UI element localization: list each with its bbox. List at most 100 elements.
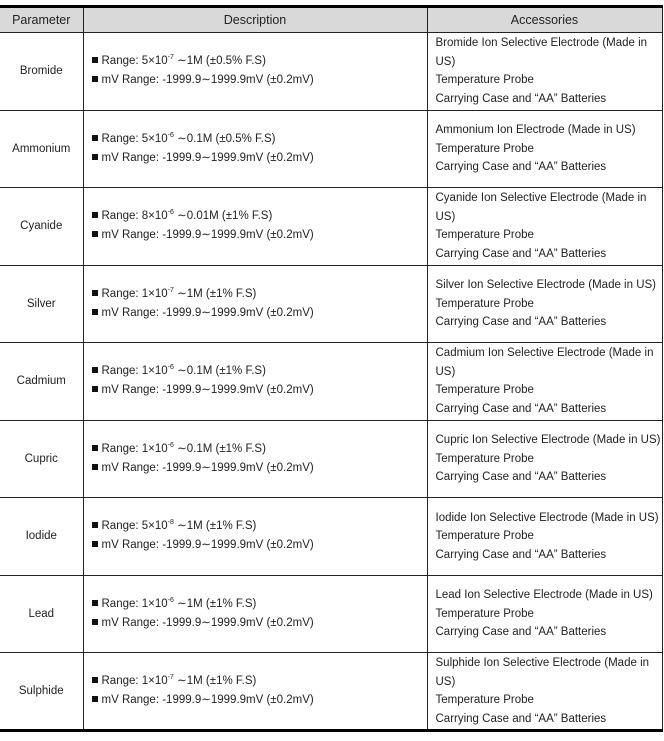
- parameter-cell: Bromide: [0, 32, 84, 111]
- table-row: Sulphide Range: 1×10-7 ∼1M (±1% F.S) mV …: [0, 652, 663, 732]
- bullet-icon: [91, 308, 98, 315]
- accessory-item: Cyanide Ion Selective Electrode (Made in…: [435, 192, 647, 223]
- accessory-item: Carrying Case and “AA” Batteries: [435, 548, 607, 561]
- range-line: Range: 5×10-8 ∼1M (±1% F.S): [91, 517, 426, 536]
- range-text: Range: 5×10: [101, 55, 168, 68]
- accessory-item: Carrying Case and “AA” Batteries: [435, 247, 607, 260]
- table-row: Cyanide Range: 8×10-6 ∼0.01M (±1% F.S) m…: [0, 187, 663, 266]
- range-line: Range: 1×10-6 ∼1M (±1% F.S): [91, 595, 426, 614]
- accessory-item: Temperature Probe: [435, 142, 534, 155]
- bullet-icon: [91, 677, 98, 683]
- mv-range-text: mV Range: -1999.9∼1999.9mV (±0.2mV): [101, 306, 314, 319]
- bullet-icon: [91, 153, 98, 160]
- accessory-item: Temperature Probe: [435, 607, 534, 620]
- mv-range-text: mV Range: -1999.9∼1999.9mV (±0.2mV): [101, 539, 314, 552]
- table-row: Bromide Range: 5×10-7 ∼1M (±0.5% F.S) mV…: [0, 32, 663, 111]
- range-text: Range: 5×10: [101, 132, 168, 145]
- accessory-item: Temperature Probe: [435, 384, 534, 397]
- accessory-item: Bromide Ion Selective Electrode (Made in…: [435, 37, 648, 68]
- parameter-cell: Silver: [0, 264, 84, 343]
- bullet-icon: [91, 444, 98, 451]
- range-text: Range: 1×10: [101, 442, 168, 455]
- accessories-cell: Silver Ion Selective Electrode (Made in …: [426, 264, 663, 343]
- header-description: Description: [82, 5, 428, 33]
- description-cell: Range: 1×10-6 ∼0.1M (±1% F.S) mV Range: …: [82, 419, 428, 498]
- range-text-end: ∼0.1M (±1% F.S): [173, 442, 266, 455]
- parameter-cell: Cupric: [0, 419, 84, 498]
- accessory-item: Carrying Case and “AA” Batteries: [435, 161, 607, 173]
- table-row: Cadmium Range: 1×10-6 ∼0.1M (±1% F.S) mV…: [0, 342, 663, 421]
- range-line: Range: 1×10-6 ∼0.1M (±1% F.S): [91, 440, 426, 459]
- bullet-icon: [91, 599, 98, 606]
- mv-range-text: mV Range: -1999.9∼1999.9mV (±0.2mV): [101, 151, 314, 164]
- accessory-item: Temperature Probe: [435, 229, 534, 242]
- mv-range-line: mV Range: -1999.9∼1999.9mV (±0.2mV): [91, 536, 426, 555]
- accessories-cell: Cadmium Ion Selective Electrode (Made in…: [426, 342, 663, 421]
- table-row: Silver Range: 1×10-7 ∼1M (±1% F.S) mV Ra…: [0, 264, 663, 343]
- mv-range-line: mV Range: -1999.9∼1999.9mV (±0.2mV): [91, 691, 426, 710]
- accessory-item: Silver Ion Selective Electrode (Made in …: [435, 279, 657, 291]
- accessory-item: Iodide Ion Selective Electrode (Made in …: [435, 511, 659, 524]
- accessory-item: Cadmium Ion Selective Electrode (Made in…: [435, 347, 654, 378]
- range-text-end: ∼1M (±1% F.S): [173, 520, 257, 533]
- bullet-icon: [91, 541, 98, 548]
- range-exponent: -7: [167, 54, 174, 62]
- range-text: Range: 1×10: [101, 287, 168, 300]
- accessories-cell: Iodide Ion Selective Electrode (Made in …: [426, 497, 663, 576]
- range-line: Range: 1×10-7 ∼1M (±1% F.S): [91, 672, 426, 691]
- accessory-item: Sulphide Ion Selective Electrode (Made i…: [435, 657, 650, 688]
- mv-range-text: mV Range: -1999.9∼1999.9mV (±0.2mV): [101, 694, 314, 706]
- range-line: Range: 8×10-6 ∼0.01M (±1% F.S): [91, 207, 426, 226]
- header-row: Parameter Description Accessories: [0, 5, 663, 33]
- range-text-end: ∼1M (±1% F.S): [173, 675, 257, 687]
- bullet-icon: [91, 76, 98, 83]
- accessories-cell: Cupric Ion Selective Electrode (Made in …: [426, 419, 663, 498]
- accessory-item: Temperature Probe: [435, 297, 534, 310]
- mv-range-text: mV Range: -1999.9∼1999.9mV (±0.2mV): [101, 74, 314, 87]
- parameter-cell: Lead: [0, 574, 84, 653]
- range-line: Range: 1×10-6 ∼0.1M (±1% F.S): [91, 362, 426, 381]
- bullet-icon: [91, 386, 98, 393]
- mv-range-line: mV Range: -1999.9∼1999.9mV (±0.2mV): [91, 304, 426, 323]
- range-text: Range: 5×10: [101, 520, 168, 533]
- mv-range-text: mV Range: -1999.9∼1999.9mV (±0.2mV): [101, 384, 314, 397]
- header-accessories: Accessories: [426, 5, 663, 33]
- description-cell: Range: 5×10-6 ∼0.1M (±0.5% F.S) mV Range…: [82, 109, 428, 188]
- accessory-item: Carrying Case and “AA” Batteries: [435, 712, 607, 725]
- range-text: Range: 1×10: [101, 365, 168, 378]
- table-row: Iodide Range: 5×10-8 ∼1M (±1% F.S) mV Ra…: [0, 497, 663, 576]
- description-cell: Range: 5×10-8 ∼1M (±1% F.S) mV Range: -1…: [82, 497, 428, 576]
- accessory-item: Carrying Case and “AA” Batteries: [435, 316, 607, 328]
- bullet-icon: [91, 134, 98, 141]
- range-line: Range: 5×10-7 ∼1M (±0.5% F.S): [91, 52, 426, 71]
- mv-range-line: mV Range: -1999.9∼1999.9mV (±0.2mV): [91, 226, 426, 245]
- bullet-icon: [91, 57, 98, 64]
- mv-range-text: mV Range: -1999.9∼1999.9mV (±0.2mV): [101, 229, 314, 242]
- accessory-item: Temperature Probe: [435, 452, 534, 465]
- mv-range-line: mV Range: -1999.9∼1999.9mV (±0.2mV): [91, 149, 426, 168]
- table-row: Ammonium Range: 5×10-6 ∼0.1M (±0.5% F.S)…: [0, 109, 663, 188]
- range-exponent: -6: [167, 209, 174, 217]
- range-exponent: -7: [167, 674, 174, 681]
- description-cell: Range: 1×10-6 ∼0.1M (±1% F.S) mV Range: …: [82, 342, 428, 421]
- range-text: Range: 1×10: [101, 675, 168, 687]
- parameter-cell: Iodide: [0, 497, 84, 576]
- accessory-item: Carrying Case and “AA” Batteries: [435, 471, 607, 483]
- table-row: Lead Range: 1×10-6 ∼1M (±1% F.S) mV Rang…: [0, 574, 663, 653]
- bullet-icon: [91, 367, 98, 374]
- range-text: Range: 1×10: [101, 597, 168, 610]
- accessory-item: Temperature Probe: [435, 694, 534, 706]
- header-parameter: Parameter: [0, 5, 84, 33]
- accessory-item: Lead Ion Selective Electrode (Made in US…: [435, 589, 653, 601]
- mv-range-line: mV Range: -1999.9∼1999.9mV (±0.2mV): [91, 381, 426, 400]
- mv-range-text: mV Range: -1999.9∼1999.9mV (±0.2mV): [101, 616, 314, 629]
- specifications-table: Parameter Description Accessories Bromid…: [0, 5, 663, 732]
- bullet-icon: [91, 463, 98, 470]
- description-cell: Range: 1×10-7 ∼1M (±1% F.S) mV Range: -1…: [82, 264, 428, 343]
- range-line: Range: 1×10-7 ∼1M (±1% F.S): [91, 285, 426, 304]
- parameter-cell: Sulphide: [0, 652, 84, 732]
- accessory-item: Temperature Probe: [435, 74, 534, 87]
- bullet-icon: [91, 212, 98, 219]
- description-cell: Range: 1×10-7 ∼1M (±1% F.S) mV Range: -1…: [82, 652, 428, 732]
- mv-range-line: mV Range: -1999.9∼1999.9mV (±0.2mV): [91, 614, 426, 633]
